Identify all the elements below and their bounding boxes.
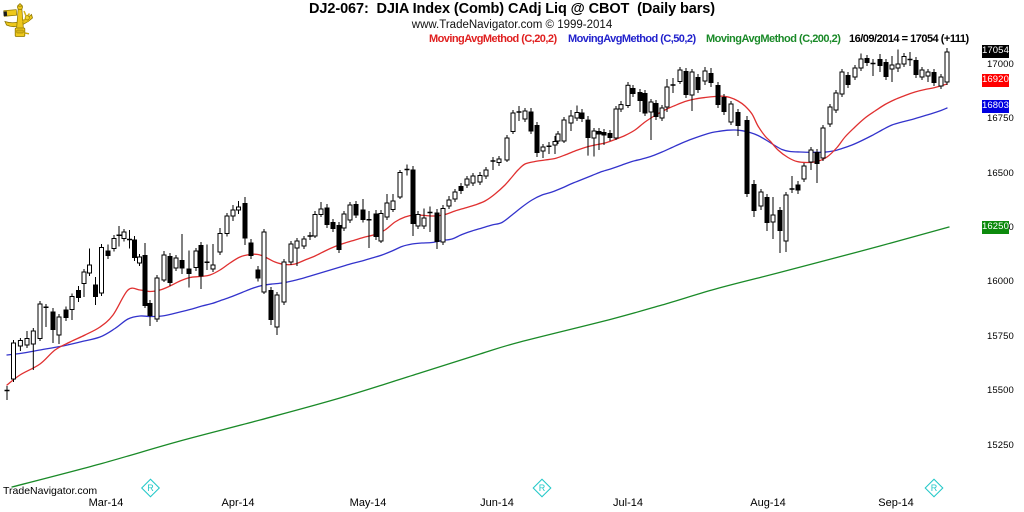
svg-text:R: R (931, 483, 938, 493)
svg-text:R: R (539, 483, 546, 493)
svg-text:R: R (147, 483, 154, 493)
